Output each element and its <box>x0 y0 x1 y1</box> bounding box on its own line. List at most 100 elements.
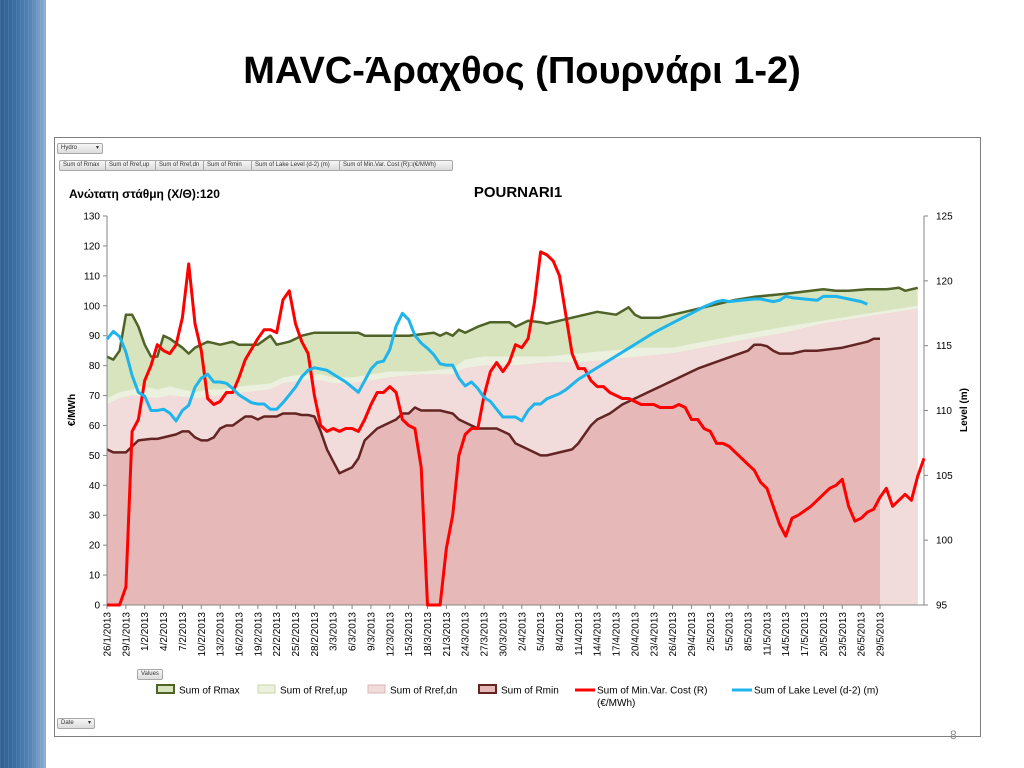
x-tick-label: 29/4/2013 <box>687 612 698 657</box>
legend-rmin-swatch <box>478 684 497 694</box>
y-tick-label: 100 <box>83 301 100 312</box>
slide-title: MAVC-Άραχθος (Πουρνάρι 1-2) <box>243 50 801 92</box>
y-tick-label: 120 <box>83 241 100 252</box>
lake-level-line <box>105 294 868 423</box>
x-tick-label: 6/3/2013 <box>348 612 359 651</box>
x-tick-label: 11/4/2013 <box>574 612 585 656</box>
chart-title: POURNARI1 <box>474 184 562 201</box>
y2-tick-label: 120 <box>936 276 953 287</box>
x-tick-label: 7/2/2013 <box>178 612 189 651</box>
legend-rmin-label: Sum of Rmin <box>501 686 559 697</box>
x-tick-label: 8/5/2013 <box>744 612 755 651</box>
x-tick-label: 5/4/2013 <box>536 612 547 651</box>
x-tick-label: 4/2/2013 <box>159 612 170 651</box>
side-decoration-band <box>0 0 46 768</box>
y-tick-label: 80 <box>89 361 101 372</box>
x-tick-label: 9/3/2013 <box>367 612 378 651</box>
chart-annotation: Ανώτατη στάθμη (Χ/Θ):120 <box>69 187 220 201</box>
x-tick-label: 5/5/2013 <box>725 612 736 651</box>
axes-group <box>103 215 928 609</box>
x-tick-label: 12/3/2013 <box>385 612 396 657</box>
y-tick-label: 20 <box>89 541 101 552</box>
y2-tick-label: 125 <box>936 212 953 223</box>
hydro-filter-label: Hydro <box>61 145 78 151</box>
x-tick-label: 16/2/2013 <box>235 612 246 657</box>
axis-dropdown-icon: ▾ <box>87 720 91 726</box>
x-tick-label: 2/5/2013 <box>706 612 717 651</box>
x-tick-label: 8/4/2013 <box>555 612 566 651</box>
legend-min-var-cost-label-unit: (€/MWh) <box>597 698 635 709</box>
y-tick-label: 50 <box>89 451 101 462</box>
x-tick-label: 20/5/2013 <box>819 612 830 657</box>
y2-tick-label: 100 <box>936 536 953 547</box>
y-tick-label: 30 <box>89 511 101 522</box>
rmin-area-fill <box>107 338 880 605</box>
x-tick-label: 17/5/2013 <box>800 612 811 657</box>
rrefdn-area-line <box>106 308 918 405</box>
y-tick-label: 90 <box>89 331 101 342</box>
x-tick-label: 27/3/2013 <box>480 612 491 657</box>
area-series-group <box>106 286 918 605</box>
x-tick-label: 14/5/2013 <box>781 612 792 657</box>
hydro-filter-button[interactable]: Hydro ▾ <box>57 143 103 154</box>
field-button[interactable]: Sum of Min.Var. Cost (R)□(€/MWh) <box>339 160 453 171</box>
legend-rrefdn-label: Sum of Rref,dn <box>390 686 457 697</box>
x-tick-label: 23/4/2013 <box>649 612 660 657</box>
min-var-cost-line <box>107 250 926 607</box>
legend-rmax-label: Sum of Rmax <box>179 686 240 697</box>
x-tick-label: 30/3/2013 <box>498 612 509 657</box>
chart-svg: 0 10 20 30 40 50 60 70 80 90 100 110 120 130 95 100 105 1… <box>67 184 970 709</box>
y-tick-label: 130 <box>83 212 100 223</box>
x-tick-label: 15/3/2013 <box>404 612 415 657</box>
y2-tick-label: 105 <box>936 471 953 482</box>
x-tick-label: 2/4/2013 <box>517 612 528 651</box>
labels-group: 0 10 20 30 40 50 60 70 80 90 100 110 120 130 95 100 105 1… <box>67 184 970 657</box>
x-tick-label: 21/3/2013 <box>442 612 453 657</box>
x-tick-label: 1/2/2013 <box>140 612 151 651</box>
y-tick-label: 10 <box>89 571 101 582</box>
y-tick-label: 70 <box>89 391 101 402</box>
y2-tick-label: 95 <box>936 601 948 612</box>
x-tick-label: 23/5/2013 <box>838 612 849 657</box>
date-axis-button[interactable]: Date ▾ <box>57 718 95 729</box>
y2-axis-title: Level (m) <box>959 388 970 432</box>
legend-rrefup-swatch <box>257 684 276 694</box>
rmin-area-line <box>106 337 880 475</box>
x-tick-label: 29/1/2013 <box>121 612 132 657</box>
y-axis-title: €/MWh <box>67 394 78 426</box>
y-tick-label: 60 <box>89 421 101 432</box>
x-tick-label: 29/5/2013 <box>876 612 887 657</box>
x-tick-label: 25/2/2013 <box>291 612 302 657</box>
y2-tick-label: 110 <box>936 406 952 417</box>
y-tick-label: 40 <box>89 481 101 492</box>
x-tick-label: 22/2/2013 <box>272 612 283 657</box>
x-tick-label: 14/4/2013 <box>593 612 604 657</box>
legend-rmax-swatch <box>156 684 175 694</box>
x-tick-label: 10/2/2013 <box>197 612 208 657</box>
rrefup-area-line <box>106 305 918 399</box>
date-axis-label: Date <box>61 720 74 726</box>
line-series-group <box>105 250 926 607</box>
slide-page-number: 8 <box>950 728 957 742</box>
y2-tick-label: 115 <box>936 341 952 352</box>
pivot-chart-frame: Hydro ▾ Sum of Rmax Sum of Rref,up Sum of … <box>54 137 981 737</box>
x-tick-label: 3/3/2013 <box>329 612 340 651</box>
x-tick-label: 11/5/2013 <box>762 612 773 656</box>
x-tick-label: 26/4/2013 <box>668 612 679 657</box>
x-tick-label: 17/4/2013 <box>612 612 623 657</box>
x-tick-label: 18/3/2013 <box>423 612 434 657</box>
x-tick-label: 26/5/2013 <box>857 612 868 657</box>
filter-dropdown-icon: ▾ <box>95 145 99 151</box>
x-tick-label: 13/2/2013 <box>216 612 227 657</box>
values-button[interactable]: Values <box>137 669 163 680</box>
legend-rrefup-label: Sum of Rref,up <box>280 686 348 697</box>
legend-group: Sum of Rmax Sum of Rref,up Sum of Rref,dn S… <box>156 684 879 709</box>
x-tick-label: 19/2/2013 <box>253 612 264 657</box>
rmax-area-line <box>106 286 918 361</box>
y-tick-label: 110 <box>84 271 100 282</box>
legend-rrefdn-swatch <box>367 684 386 694</box>
x-tick-label: 20/4/2013 <box>630 612 641 657</box>
x-tick-label: 24/3/2013 <box>461 612 472 657</box>
legend-lake-level-label: Sum of Lake Level (d-2) (m) <box>754 686 879 697</box>
x-tick-label: 28/2/2013 <box>310 612 321 657</box>
